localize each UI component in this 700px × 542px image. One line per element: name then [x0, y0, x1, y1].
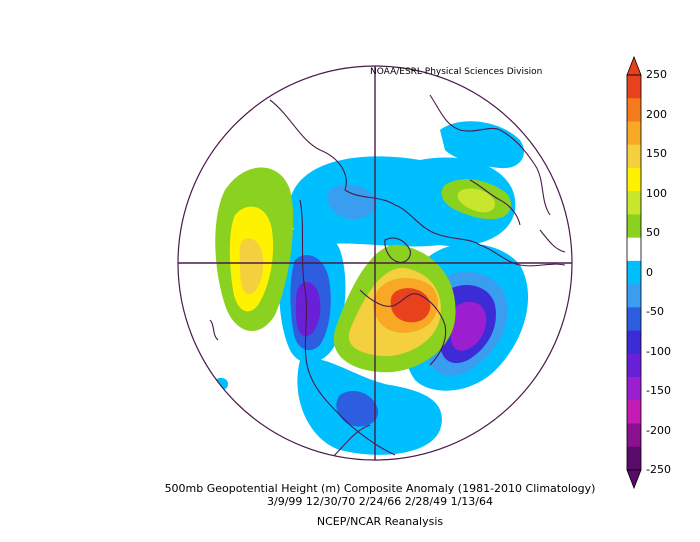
positive-field-pacific-3 [239, 238, 264, 295]
colorbar-swatch [627, 191, 641, 215]
colorbar-swatch [627, 237, 641, 262]
colorbar-tick-label: 250 [646, 68, 667, 81]
colorbar-tick-label: -100 [646, 344, 671, 358]
caption-source: NCEP/NCAR Reanalysis [316, 515, 444, 528]
caption-dates: 3/9/99 12/30/70 2/24/66 2/28/49 1/13/64 [266, 495, 493, 508]
negative-core-east-3 [450, 301, 487, 351]
positive-field-europe-2 [457, 188, 496, 213]
colorbar-tick-label: 100 [646, 186, 667, 200]
colorbar-swatch [627, 144, 641, 169]
colorbar-swatch [627, 75, 641, 99]
negative-core-west-2 [295, 282, 321, 337]
colorbar-swatch [627, 377, 641, 401]
caption-title: 500mb Geopotential Height (m) Composite … [164, 482, 596, 495]
colorbar-swatch [627, 400, 641, 425]
colorbar-tick-label: 200 [646, 107, 667, 121]
map-disk-outline [177, 65, 573, 461]
colorbar-swatch [627, 307, 641, 332]
colorbar [626, 55, 642, 490]
colorbar-swatch [627, 423, 641, 448]
colorbar-swatch [627, 260, 641, 285]
negative-core-south [336, 390, 379, 427]
map-gridlines [178, 66, 572, 460]
colorbar-top-arrow [626, 55, 642, 76]
colorbar-tick-label: -200 [646, 423, 671, 437]
coastlines [209, 94, 566, 460]
negative-field-ne [440, 121, 524, 169]
colorbar-swatch [627, 353, 641, 378]
colorbar-swatch [627, 330, 641, 355]
colorbar-tick-label: -50 [646, 305, 664, 318]
colorbar-swatch [627, 167, 641, 192]
colorbar-swatch [627, 121, 641, 146]
colorbar-tick-label: -150 [646, 384, 671, 397]
colorbar-tick-label: 50 [646, 226, 660, 239]
colorbar-swatch [627, 446, 641, 471]
data-credit: NOAA/ESRL Physical Sciences Division [370, 67, 543, 77]
positive-core-canada [390, 288, 431, 323]
negative-core-north [327, 184, 376, 220]
anomaly-contours [215, 121, 529, 455]
colorbar-swatch [627, 98, 641, 122]
colorbar-tick-label: -250 [646, 463, 671, 476]
colorbar-swatch [627, 284, 641, 308]
colorbar-tick-label: 150 [646, 147, 667, 160]
colorbar-swatch [627, 214, 641, 239]
colorbar-frame [626, 74, 642, 471]
colorbar-tick-label: 0 [646, 265, 653, 279]
